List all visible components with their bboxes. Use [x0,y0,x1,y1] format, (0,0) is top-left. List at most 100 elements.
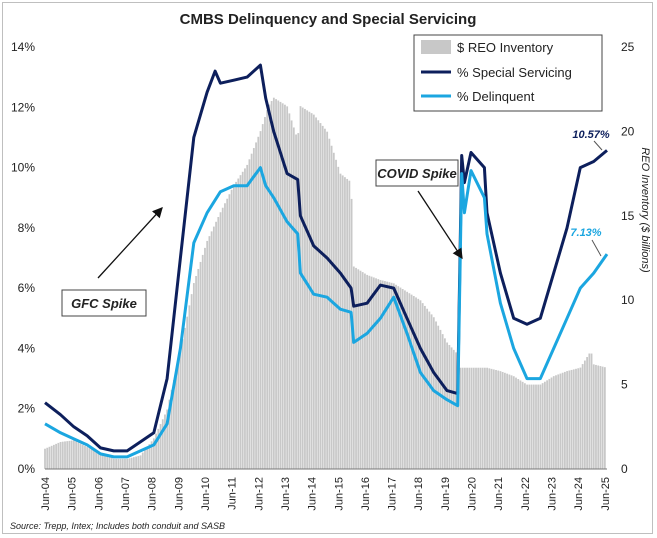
reo-bar [164,414,166,469]
x-tick-label: Jun-10 [200,477,212,511]
reo-bar [572,369,575,469]
reo-bar [401,289,404,469]
reo-bar [246,164,249,469]
reo-bar [99,453,102,469]
reo-bar [277,100,280,469]
reo-bar [588,353,591,469]
legend-swatch-reo [421,40,451,54]
reo-bar [108,457,111,469]
reo-bar [177,360,180,469]
x-tick-label: Jun-18 [413,477,425,511]
reo-bar [521,381,524,469]
reo-bar [541,383,544,469]
x-tick-label: Jun-11 [227,477,239,510]
reo-bar [117,458,120,469]
x-tick-label: Jun-13 [280,477,292,511]
reo-bar [275,99,277,469]
y-right-tick-label: 15 [621,209,635,223]
reo-bar [50,445,53,469]
reo-bar [475,367,477,469]
reo-bar [126,458,129,469]
reo-bar [146,446,149,469]
reo-bar [308,111,311,469]
reo-bar [601,366,604,469]
reo-bar [301,107,304,469]
reo-bar [488,368,491,469]
reo-bar [68,440,71,469]
reo-bar [64,441,66,469]
special-servicing-last-leader [593,140,603,151]
reo-bar [477,367,480,469]
reo-bar [124,458,126,469]
reo-bar [90,449,93,469]
reo-bar [255,142,257,469]
reo-bar [197,268,200,469]
y-right-tick-label: 25 [621,40,635,54]
reo-bar [144,449,146,469]
reo-bar [53,444,55,469]
reo-bar [270,101,273,470]
reo-bar [428,311,431,469]
y-left-tick-label: 2% [18,402,36,416]
reo-bar [470,367,473,469]
reo-bar [408,293,411,469]
reo-bar [101,454,104,469]
reo-bar [392,283,395,469]
reo-bar [501,371,504,469]
reo-bar [603,367,606,469]
reo-bar [284,104,286,469]
reo-bar [44,448,46,469]
source-note: Source: Trepp, Intex; Includes both cond… [10,521,225,531]
legend-label-delinquent: % Delinquent [457,89,535,104]
x-tick-label: Jun-21 [493,477,505,511]
reo-bar [106,456,109,469]
y-left-tick-label: 8% [18,221,36,235]
reo-bar [561,372,564,469]
reo-bar [590,353,593,469]
reo-bar [595,364,597,469]
reo-bar [415,297,417,469]
y-left-tick-label: 12% [11,100,35,114]
reo-bar [252,148,255,470]
reo-bar [559,373,562,469]
covid-label-box [375,159,459,187]
reo-bar [388,282,391,469]
reo-bar [139,455,142,469]
reo-bar [184,327,186,469]
reo-bar [61,441,64,469]
reo-bar [557,374,560,469]
reo-bar [204,247,206,469]
reo-bar [537,384,540,469]
reo-bar [290,120,293,470]
x-tick-label: Jun-22 [520,477,532,511]
reo-bar [115,458,117,469]
reo-bar [339,173,342,470]
gfc-arrow [97,207,163,279]
special-servicing-last-value: 10.57% [572,129,610,141]
reo-bar [419,300,422,469]
covid-label: COVID Spike [377,166,456,181]
x-tick-label: Jun-24 [573,477,585,511]
reo-bar [84,445,86,469]
reo-bar [399,287,402,469]
reo-bar [386,281,389,469]
reo-bar [59,441,62,469]
reo-bar [121,458,124,469]
reo-bar [421,303,424,469]
x-tick-label: Jun-20 [467,477,479,511]
reo-bar [268,104,271,469]
reo-bar [95,451,97,469]
reo-bar [424,305,426,469]
reo-bar [286,106,289,470]
reo-bar [148,444,151,469]
reo-bar [72,440,75,469]
reo-bar [552,376,555,469]
reo-bar [92,450,95,469]
reo-bar [359,270,362,469]
line-delinquent [44,166,609,459]
reo-bar [272,97,275,469]
x-tick-label: Jun-05 [67,477,79,511]
reo-bar [432,317,435,469]
reo-bar [508,374,511,469]
